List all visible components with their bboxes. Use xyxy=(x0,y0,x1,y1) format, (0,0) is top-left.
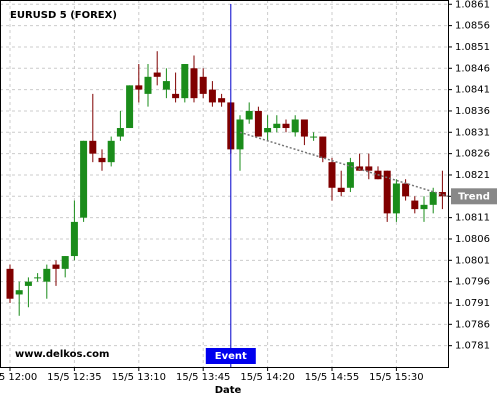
candle-body xyxy=(254,110,262,137)
candle-body xyxy=(383,170,391,214)
candle-body xyxy=(420,204,428,210)
chart-title: EURUSD 5 (FOREX) xyxy=(10,10,117,21)
candle-body xyxy=(61,256,69,269)
plot-border xyxy=(0,0,449,368)
x-tick-label: 15/5 14:20 xyxy=(240,372,294,383)
y-tick-label: 1.0846 xyxy=(455,63,490,74)
candle-body xyxy=(245,110,253,120)
y-tick-label: 1.0821 xyxy=(455,170,490,181)
x-tick-label: 15/5 12:00 xyxy=(0,372,37,383)
y-tick-label: 1.0851 xyxy=(455,42,490,53)
candle-body xyxy=(337,187,345,193)
candle-body xyxy=(172,93,180,99)
x-tick-label: 15/5 14:55 xyxy=(305,372,359,383)
y-tick-label: 1.0796 xyxy=(455,277,490,288)
candle-body xyxy=(144,76,152,94)
trend-line xyxy=(239,131,449,198)
trend-label-box xyxy=(451,188,497,205)
candle-body xyxy=(107,140,115,163)
candle-body xyxy=(392,183,400,214)
candle-body xyxy=(328,162,336,188)
y-tick-label: 1.0841 xyxy=(455,85,490,96)
candle-body xyxy=(80,140,88,218)
candle-body xyxy=(264,128,272,133)
candle-body xyxy=(190,68,198,99)
candle-body xyxy=(162,81,170,90)
event-label: Event xyxy=(215,351,247,362)
candle-body xyxy=(346,162,354,188)
y-tick-label: 1.0791 xyxy=(455,298,490,309)
candle-body xyxy=(319,136,327,158)
candle-body xyxy=(34,277,42,279)
plot xyxy=(6,51,446,316)
y-tick-label: 1.0836 xyxy=(455,106,490,117)
event-label-box xyxy=(205,348,256,364)
candle-body xyxy=(291,119,299,133)
candle-body xyxy=(70,221,78,257)
y-tick-label: 1.0831 xyxy=(455,127,490,138)
candle-body xyxy=(135,85,143,90)
candle-body xyxy=(52,264,60,269)
candle-body xyxy=(402,183,410,197)
candle-body xyxy=(6,268,14,299)
candle-body xyxy=(98,157,106,163)
candle-body xyxy=(300,119,308,137)
candle-body xyxy=(126,85,134,129)
x-tick-label: 15/5 15:30 xyxy=(369,372,423,383)
candle-body xyxy=(282,123,290,129)
candle-body xyxy=(273,123,281,129)
x-tick-label: 15/5 13:10 xyxy=(112,372,166,383)
y-tick-label: 1.0811 xyxy=(455,213,490,224)
y-tick-label: 1.0861 xyxy=(455,0,490,10)
candle-body xyxy=(429,192,437,205)
watermark: www.delkos.com xyxy=(15,349,109,360)
candle-body xyxy=(236,119,244,150)
y-tick-label: 1.0786 xyxy=(455,319,490,330)
trend-label: Trend xyxy=(458,191,490,202)
x-axis-label: Date xyxy=(215,385,242,396)
candle-body xyxy=(310,136,318,138)
candle-body xyxy=(89,140,97,154)
candle-body xyxy=(153,72,161,77)
candle-body xyxy=(116,128,124,137)
candle-body xyxy=(24,281,32,286)
x-tick-label: 15/5 12:35 xyxy=(47,372,101,383)
candle-body xyxy=(438,192,446,197)
candle-body xyxy=(199,76,207,94)
candle-body xyxy=(181,64,189,99)
candle-body xyxy=(15,290,23,295)
candle-body xyxy=(365,166,373,171)
candle-body xyxy=(411,200,419,210)
y-tick-label: 1.0856 xyxy=(455,21,490,32)
candle-body xyxy=(208,89,216,103)
y-tick-label: 1.0781 xyxy=(455,341,490,352)
y-tick-label: 1.0826 xyxy=(455,149,490,160)
y-tick-label: 1.0806 xyxy=(455,234,490,245)
candle-body xyxy=(218,98,226,103)
candle-body xyxy=(43,268,51,282)
y-tick-label: 1.0801 xyxy=(455,255,490,266)
x-tick-label: 15/5 13:45 xyxy=(176,372,230,383)
